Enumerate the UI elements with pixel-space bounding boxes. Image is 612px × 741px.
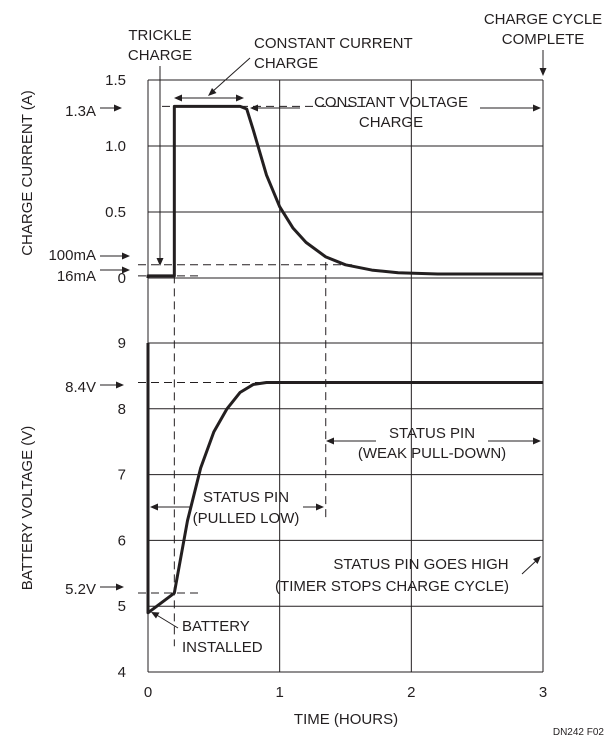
annotation-battery-1: BATTERY [182, 618, 250, 635]
annotation-weak-2: (WEAK PULL-DOWN) [358, 445, 506, 462]
x-axis-label: TIME (HOURS) [294, 711, 398, 728]
guide-dashes [138, 105, 366, 647]
annotation-16ma: 16mA [57, 268, 96, 285]
y-tick-label: 9 [118, 335, 126, 352]
annotation-cv-1: CONSTANT VOLTAGE [314, 94, 468, 111]
battery-voltage-curve [146, 343, 543, 615]
y-tick-label: 6 [118, 532, 126, 549]
annotation-complete-2: COMPLETE [502, 31, 585, 48]
annotation-low-1: STATUS PIN [203, 489, 289, 506]
y-tick-label: 1.5 [105, 72, 126, 89]
annotation-8.4v: 8.4V [65, 379, 96, 396]
annotation-arrows [100, 50, 547, 629]
annotation-high-2: (TIMER STOPS CHARGE CYCLE) [275, 578, 509, 595]
annotation-5.2v: 5.2V [65, 581, 96, 598]
figure-footer: DN242 F02 [553, 727, 605, 738]
y-axis-label-current: CHARGE CURRENT (A) [19, 90, 36, 256]
y-tick-label: 0 [118, 270, 126, 287]
y-tick-label: 0.5 [105, 204, 126, 221]
annotation-cv-2: CHARGE [359, 114, 423, 131]
y-tick-label: 4 [118, 664, 126, 681]
y-tick-label: 5 [118, 598, 126, 615]
annotation-high-1: STATUS PIN GOES HIGH [333, 556, 508, 573]
annotation-battery-2: INSTALLED [182, 639, 263, 656]
x-tick-label: 0 [144, 684, 152, 701]
annotation-1.3a: 1.3A [65, 103, 96, 120]
annotation-complete-1: CHARGE CYCLE [484, 11, 602, 28]
annotation-low-2: (PULLED LOW) [193, 510, 300, 527]
x-tick-label: 2 [407, 684, 415, 701]
plot-frame [147, 79, 544, 673]
annotation-cc-1: CONSTANT CURRENT [254, 35, 413, 52]
y-tick-label: 7 [118, 467, 126, 484]
data-curves [146, 104, 543, 615]
y-tick-label: 1.0 [105, 138, 126, 155]
charge-current-curve [146, 104, 543, 278]
annotation-weak-1: STATUS PIN [389, 425, 475, 442]
tick-labels: 0 0.5 1.0 1.5 4 5 6 7 8 9 0 1 2 3 [105, 72, 547, 701]
y-axis-label-voltage: BATTERY VOLTAGE (V) [19, 426, 36, 590]
annotation-trickle-1: TRICKLE [128, 27, 191, 44]
annotation-100ma: 100mA [48, 247, 96, 264]
y-tick-label: 8 [118, 401, 126, 418]
annotation-cc-2: CHARGE [254, 55, 318, 72]
x-tick-label: 1 [275, 684, 283, 701]
annotation-trickle-2: CHARGE [128, 47, 192, 64]
x-tick-label: 3 [539, 684, 547, 701]
